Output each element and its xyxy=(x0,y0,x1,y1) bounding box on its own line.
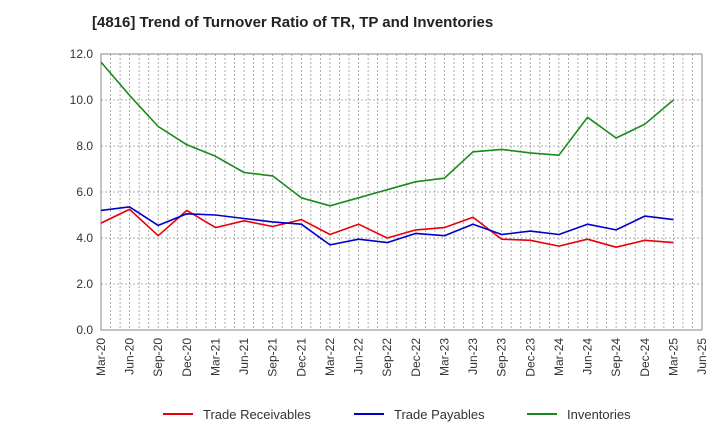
y-tick-label: 4.0 xyxy=(76,231,93,245)
series-line-1 xyxy=(100,206,674,246)
y-tick-label: 8.0 xyxy=(76,139,93,153)
x-tick-label: Dec-20 xyxy=(180,338,194,377)
x-tick-label: Jun-23 xyxy=(466,338,480,375)
x-tick-label: Mar-25 xyxy=(666,338,680,376)
legend-label: Inventories xyxy=(567,407,631,422)
x-tick-label: Dec-24 xyxy=(638,338,652,377)
x-tick-label: Mar-23 xyxy=(437,338,451,376)
x-tick-label: Mar-24 xyxy=(552,338,566,376)
x-tick-label: Jun-22 xyxy=(352,338,366,375)
series-line-0 xyxy=(100,208,674,248)
series-layer xyxy=(100,61,674,248)
axes: 0.0 2.0 4.0 6.0 8.0 10.0 12.0 Mar-20 Jun-20 Sep-2… xyxy=(70,47,709,377)
x-tick-label: Jun-25 xyxy=(695,338,709,375)
legend-label: Trade Payables xyxy=(394,407,485,422)
x-tick-label: Mar-22 xyxy=(323,338,337,376)
legend: Trade Receivables Trade Payables Inventori… xyxy=(163,407,631,422)
plot-area xyxy=(100,53,703,331)
y-tick-label: 12.0 xyxy=(70,47,94,61)
x-tick-label: Jun-20 xyxy=(123,338,137,375)
x-tick-label: Jun-21 xyxy=(237,338,251,375)
x-tick-label: Sep-22 xyxy=(380,338,394,377)
y-tick-label: 2.0 xyxy=(76,277,93,291)
legend-label: Trade Receivables xyxy=(203,407,311,422)
y-tick-label: 0.0 xyxy=(76,323,93,337)
y-tick-label: 10.0 xyxy=(70,93,94,107)
chart-title: [4816] Trend of Turnover Ratio of TR, TP… xyxy=(92,14,494,31)
x-tick-label: Mar-20 xyxy=(94,338,108,376)
x-tick-label: Mar-21 xyxy=(208,338,222,376)
x-tick-label: Sep-21 xyxy=(266,338,280,377)
x-tick-label: Sep-20 xyxy=(151,338,165,377)
grid-layer xyxy=(101,53,703,330)
x-tick-label: Dec-22 xyxy=(409,338,423,377)
x-tick-label: Sep-24 xyxy=(609,338,623,377)
series-line-2 xyxy=(100,61,674,207)
x-tick-label: Dec-21 xyxy=(294,338,308,377)
x-tick-label: Sep-23 xyxy=(495,338,509,377)
y-tick-label: 6.0 xyxy=(76,185,93,199)
x-tick-label: Dec-23 xyxy=(523,338,537,377)
x-tick-label: Jun-24 xyxy=(581,338,595,375)
